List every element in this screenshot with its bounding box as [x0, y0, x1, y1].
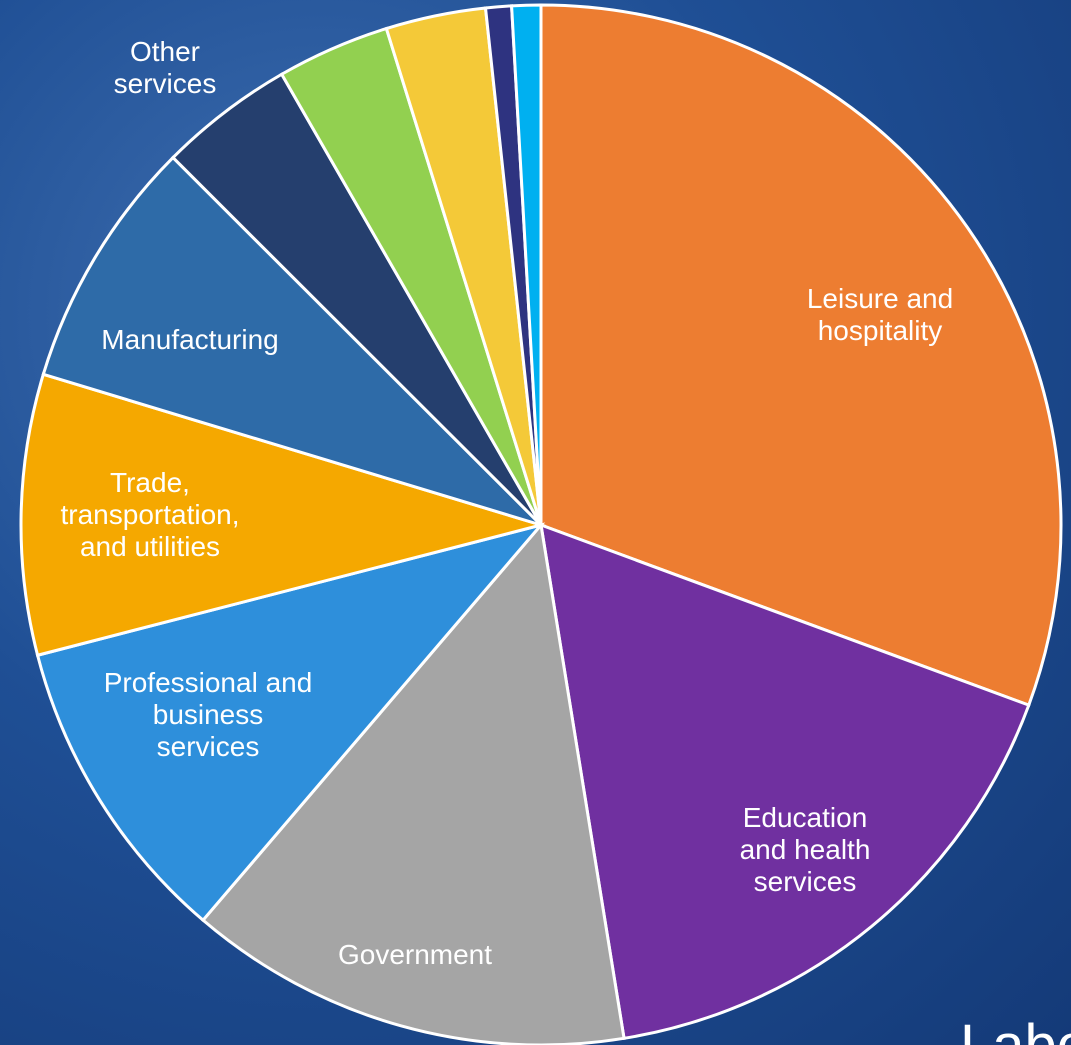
pie-slice — [509, 3, 543, 526]
pie-slice — [19, 372, 547, 658]
slice-label: Manufacturing — [101, 324, 279, 355]
logo-light: Labor — [960, 1013, 1071, 1045]
slice-label: Trade, transportation, and utilities — [60, 467, 240, 562]
pie-slice — [41, 155, 543, 527]
slice-label: Leisure and hospitality — [806, 283, 954, 346]
slice-label: Other services — [113, 36, 217, 99]
pie-slice — [539, 3, 1063, 708]
pie-slice — [539, 522, 1031, 1041]
logo: LaborIQ — [960, 1012, 1071, 1045]
slice-label: Government — [337, 939, 493, 970]
slice-label: Education and health services — [739, 802, 871, 897]
slice-label: Professional and business services — [103, 667, 313, 762]
pie-slice — [200, 521, 626, 1045]
